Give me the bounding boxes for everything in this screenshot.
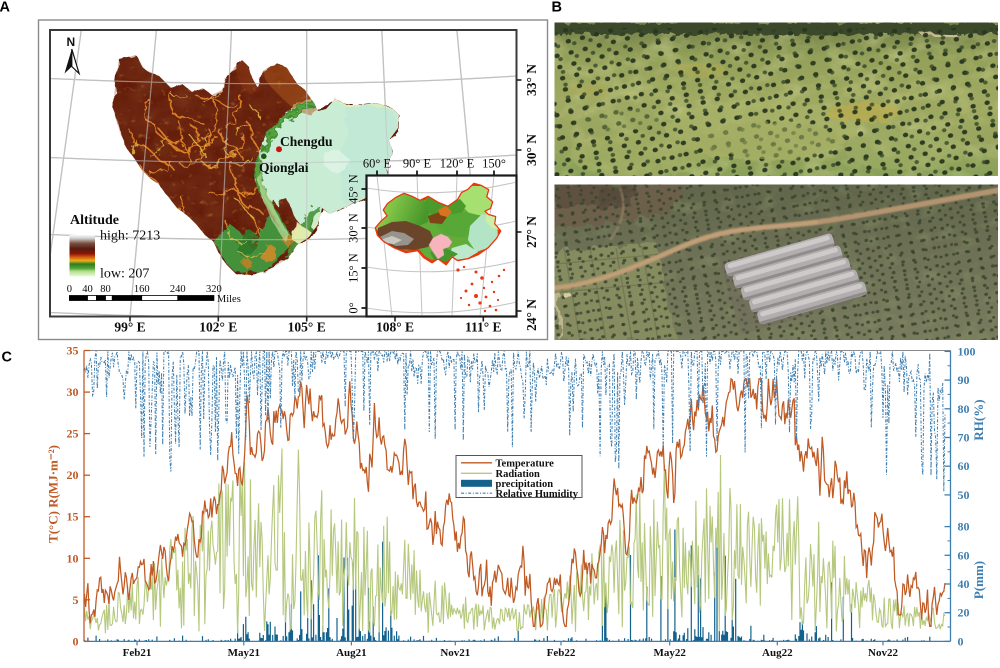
svg-text:80: 80	[100, 284, 111, 295]
svg-text:40: 40	[958, 577, 970, 591]
svg-text:24° N: 24° N	[524, 299, 539, 331]
svg-text:0°: 0°	[347, 302, 361, 313]
svg-text:60: 60	[958, 459, 970, 473]
svg-text:30° N: 30° N	[524, 134, 539, 166]
svg-text:RH(%): RH(%)	[971, 399, 986, 440]
svg-text:20: 20	[67, 468, 79, 482]
svg-text:102° E: 102° E	[199, 320, 237, 335]
svg-text:0: 0	[958, 634, 964, 648]
svg-text:May21: May21	[228, 647, 260, 659]
svg-text:0: 0	[73, 634, 79, 648]
svg-text:Chengdu: Chengdu	[280, 134, 333, 149]
svg-text:precipitation: precipitation	[496, 479, 554, 490]
svg-text:80: 80	[958, 520, 970, 534]
svg-text:Altitude: Altitude	[70, 213, 119, 228]
svg-text:90° E: 90° E	[403, 157, 432, 171]
svg-text:May22: May22	[654, 647, 687, 659]
svg-text:120° E: 120° E	[440, 157, 475, 171]
svg-text:Relative Humidity: Relative Humidity	[496, 489, 579, 500]
svg-text:10: 10	[67, 551, 79, 565]
svg-text:Feb21: Feb21	[123, 647, 152, 659]
svg-text:160: 160	[134, 284, 150, 295]
svg-text:60: 60	[958, 548, 970, 562]
svg-text:240: 240	[170, 284, 186, 295]
svg-text:100: 100	[958, 344, 976, 358]
svg-text:low: 207: low: 207	[100, 267, 149, 282]
svg-text:15° N: 15° N	[347, 253, 361, 283]
svg-text:20: 20	[958, 606, 970, 620]
svg-text:150°: 150°	[482, 157, 506, 171]
svg-text:60° E: 60° E	[363, 157, 392, 171]
svg-text:99° E: 99° E	[114, 320, 145, 335]
svg-text:50: 50	[958, 488, 970, 502]
svg-text:80: 80	[958, 402, 970, 416]
svg-text:Temperature: Temperature	[496, 459, 555, 470]
svg-text:Feb22: Feb22	[547, 647, 576, 659]
svg-text:105° E: 105° E	[288, 320, 326, 335]
svg-text:Nov22: Nov22	[868, 647, 898, 659]
svg-text:320: 320	[206, 284, 222, 295]
svg-text:0: 0	[67, 284, 72, 295]
svg-text:N: N	[67, 35, 76, 49]
svg-text:15: 15	[67, 510, 79, 524]
svg-text:Qionglai: Qionglai	[259, 160, 309, 175]
svg-text:high: 7213: high: 7213	[100, 229, 160, 244]
svg-text:90: 90	[958, 373, 970, 387]
svg-text:A: A	[0, 0, 11, 16]
svg-text:30° N: 30° N	[347, 213, 361, 243]
svg-text:70: 70	[958, 431, 970, 445]
svg-text:B: B	[552, 0, 562, 16]
svg-text:33° N: 33° N	[524, 64, 539, 96]
svg-text:45° N: 45° N	[347, 174, 361, 204]
svg-text:5: 5	[73, 593, 79, 607]
svg-text:Aug22: Aug22	[762, 647, 793, 659]
svg-text:Aug21: Aug21	[336, 647, 367, 659]
svg-text:25: 25	[67, 427, 79, 441]
svg-text:30: 30	[67, 385, 79, 399]
svg-text:P(mm): P(mm)	[971, 561, 986, 599]
svg-text:C: C	[2, 350, 13, 366]
svg-text:T(°C) R(MJ·m⁻²): T(°C) R(MJ·m⁻²)	[46, 445, 61, 543]
svg-text:111° E: 111° E	[465, 320, 502, 335]
svg-text:108° E: 108° E	[376, 320, 414, 335]
svg-text:40: 40	[82, 284, 93, 295]
svg-text:Radiation: Radiation	[496, 469, 541, 480]
svg-text:27° N: 27° N	[524, 216, 539, 248]
svg-text:Nov21: Nov21	[440, 647, 470, 659]
svg-text:Miles: Miles	[217, 294, 241, 305]
svg-text:35: 35	[67, 344, 79, 358]
